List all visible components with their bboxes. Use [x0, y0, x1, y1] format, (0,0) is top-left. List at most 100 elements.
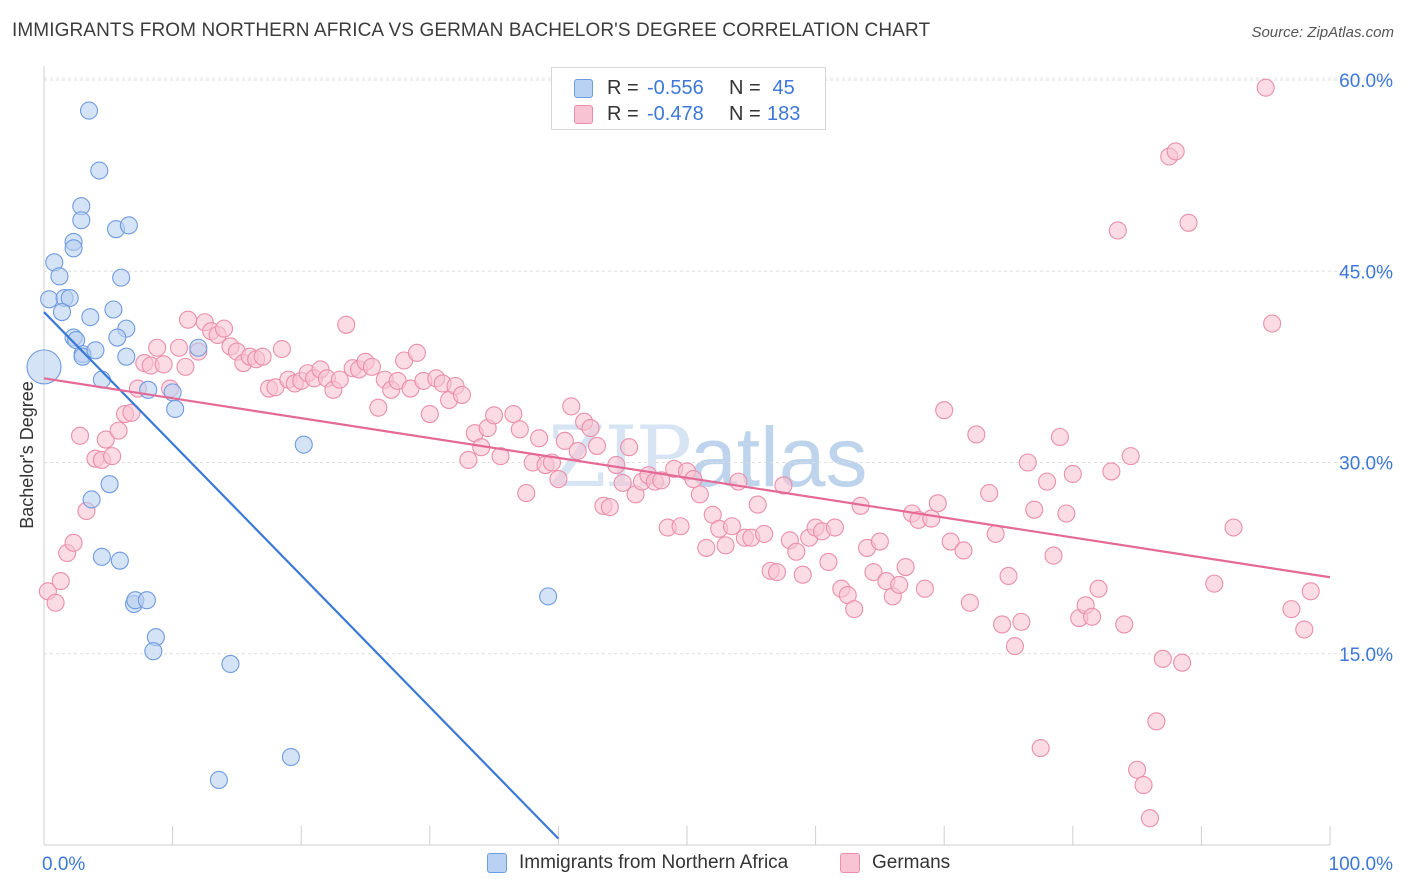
- data-point: [1038, 472, 1057, 491]
- data-point: [1224, 518, 1243, 537]
- data-point: [793, 565, 812, 584]
- data-point: [600, 498, 619, 517]
- data-point: [954, 541, 973, 560]
- data-point: [620, 438, 639, 457]
- legend-n-label: N =: [729, 76, 761, 99]
- data-point: [112, 268, 131, 287]
- data-point: [70, 426, 90, 445]
- data-point: [755, 524, 774, 543]
- legend-row-germans: R = -0.478 N = 183: [574, 102, 800, 126]
- data-point: [587, 436, 607, 455]
- legend-swatch-blue: [487, 853, 507, 873]
- data-point: [787, 542, 806, 561]
- legend-r-value: -0.556: [647, 76, 704, 99]
- data-point: [491, 447, 510, 466]
- data-point: [980, 484, 999, 503]
- legend-label-immigrants: Immigrants from Northern Africa: [519, 852, 789, 873]
- data-point: [671, 517, 690, 536]
- data-point: [52, 302, 72, 322]
- legend-item-germans[interactable]: Germans: [840, 852, 950, 874]
- y-tick-label: 60.0%: [1339, 71, 1393, 92]
- data-point: [1263, 314, 1282, 333]
- legend-r-value: -0.478: [647, 102, 704, 125]
- data-point: [922, 509, 941, 528]
- data-point: [864, 563, 883, 582]
- data-point: [104, 300, 123, 319]
- data-point: [272, 339, 291, 359]
- data-point: [1121, 447, 1140, 466]
- data-point: [722, 517, 742, 536]
- data-point: [517, 484, 536, 503]
- x-tick-label: 100.0%: [1329, 854, 1394, 875]
- data-point: [774, 476, 793, 495]
- data-point: [896, 557, 915, 577]
- data-point: [117, 347, 136, 366]
- data-point: [1301, 582, 1320, 601]
- data-point: [485, 406, 504, 425]
- data-point: [189, 338, 208, 357]
- data-point: [82, 490, 101, 509]
- data-point: [51, 572, 70, 591]
- y-tick-label: 15.0%: [1339, 645, 1393, 666]
- legend-n-value: 45: [767, 76, 795, 99]
- data-point: [459, 450, 478, 470]
- data-point: [941, 532, 960, 551]
- data-point: [1089, 579, 1108, 598]
- legend-row-immigrants: R = -0.556 N = 45: [574, 76, 795, 100]
- data-point: [1147, 712, 1166, 731]
- data-point: [1134, 776, 1153, 795]
- data-point: [92, 547, 111, 566]
- source-label: Source: ZipAtlas.com: [1251, 24, 1394, 41]
- data-point: [1115, 615, 1134, 634]
- data-point: [60, 288, 79, 308]
- legend-swatch-pink: [574, 104, 593, 124]
- data-point: [122, 403, 141, 422]
- data-point: [26, 349, 62, 385]
- correlation-legend: R = -0.556 N = 45 R = -0.478 N = 183: [551, 67, 826, 130]
- trend-line: [43, 311, 560, 840]
- data-point: [504, 404, 523, 424]
- data-point: [90, 161, 109, 180]
- x-tick-label: 0.0%: [42, 854, 85, 875]
- data-point: [109, 421, 128, 440]
- data-point: [79, 101, 99, 120]
- data-point: [510, 420, 529, 439]
- data-point: [1031, 739, 1050, 758]
- data-point: [369, 398, 388, 417]
- data-point: [46, 593, 65, 612]
- data-point: [337, 315, 356, 334]
- data-point: [148, 338, 167, 357]
- legend-item-immigrants[interactable]: Immigrants from Northern Africa: [487, 852, 788, 874]
- data-point: [697, 538, 716, 557]
- data-point: [935, 401, 954, 420]
- data-point: [1063, 464, 1082, 484]
- data-point: [72, 211, 91, 230]
- data-point: [1295, 620, 1314, 639]
- series-germans: [38, 78, 1320, 828]
- data-point: [581, 419, 600, 438]
- axes: [43, 66, 1331, 846]
- trend-line: [43, 377, 1331, 579]
- axis-labels: 15.0% 30.0% 45.0% 60.0% 0.0% 100.0% Bachelor's…: [17, 71, 1393, 875]
- legend-r-label: R =: [607, 102, 639, 125]
- data-point: [748, 495, 767, 514]
- legend-r-label: R =: [607, 76, 639, 99]
- data-point: [209, 770, 228, 790]
- data-point: [986, 524, 1005, 543]
- data-point: [1205, 574, 1224, 593]
- data-point: [281, 747, 300, 767]
- data-point: [890, 575, 909, 594]
- data-point: [562, 397, 581, 416]
- data-point: [137, 591, 156, 610]
- data-point: [362, 357, 381, 376]
- data-point: [214, 319, 234, 338]
- data-point: [825, 518, 844, 537]
- data-point: [81, 308, 100, 327]
- data-point: [915, 579, 934, 598]
- data-point: [690, 485, 709, 504]
- data-point: [999, 566, 1018, 586]
- data-point: [330, 370, 349, 389]
- legend-swatch-blue: [574, 78, 593, 98]
- data-point: [420, 404, 439, 424]
- data-point: [767, 563, 787, 582]
